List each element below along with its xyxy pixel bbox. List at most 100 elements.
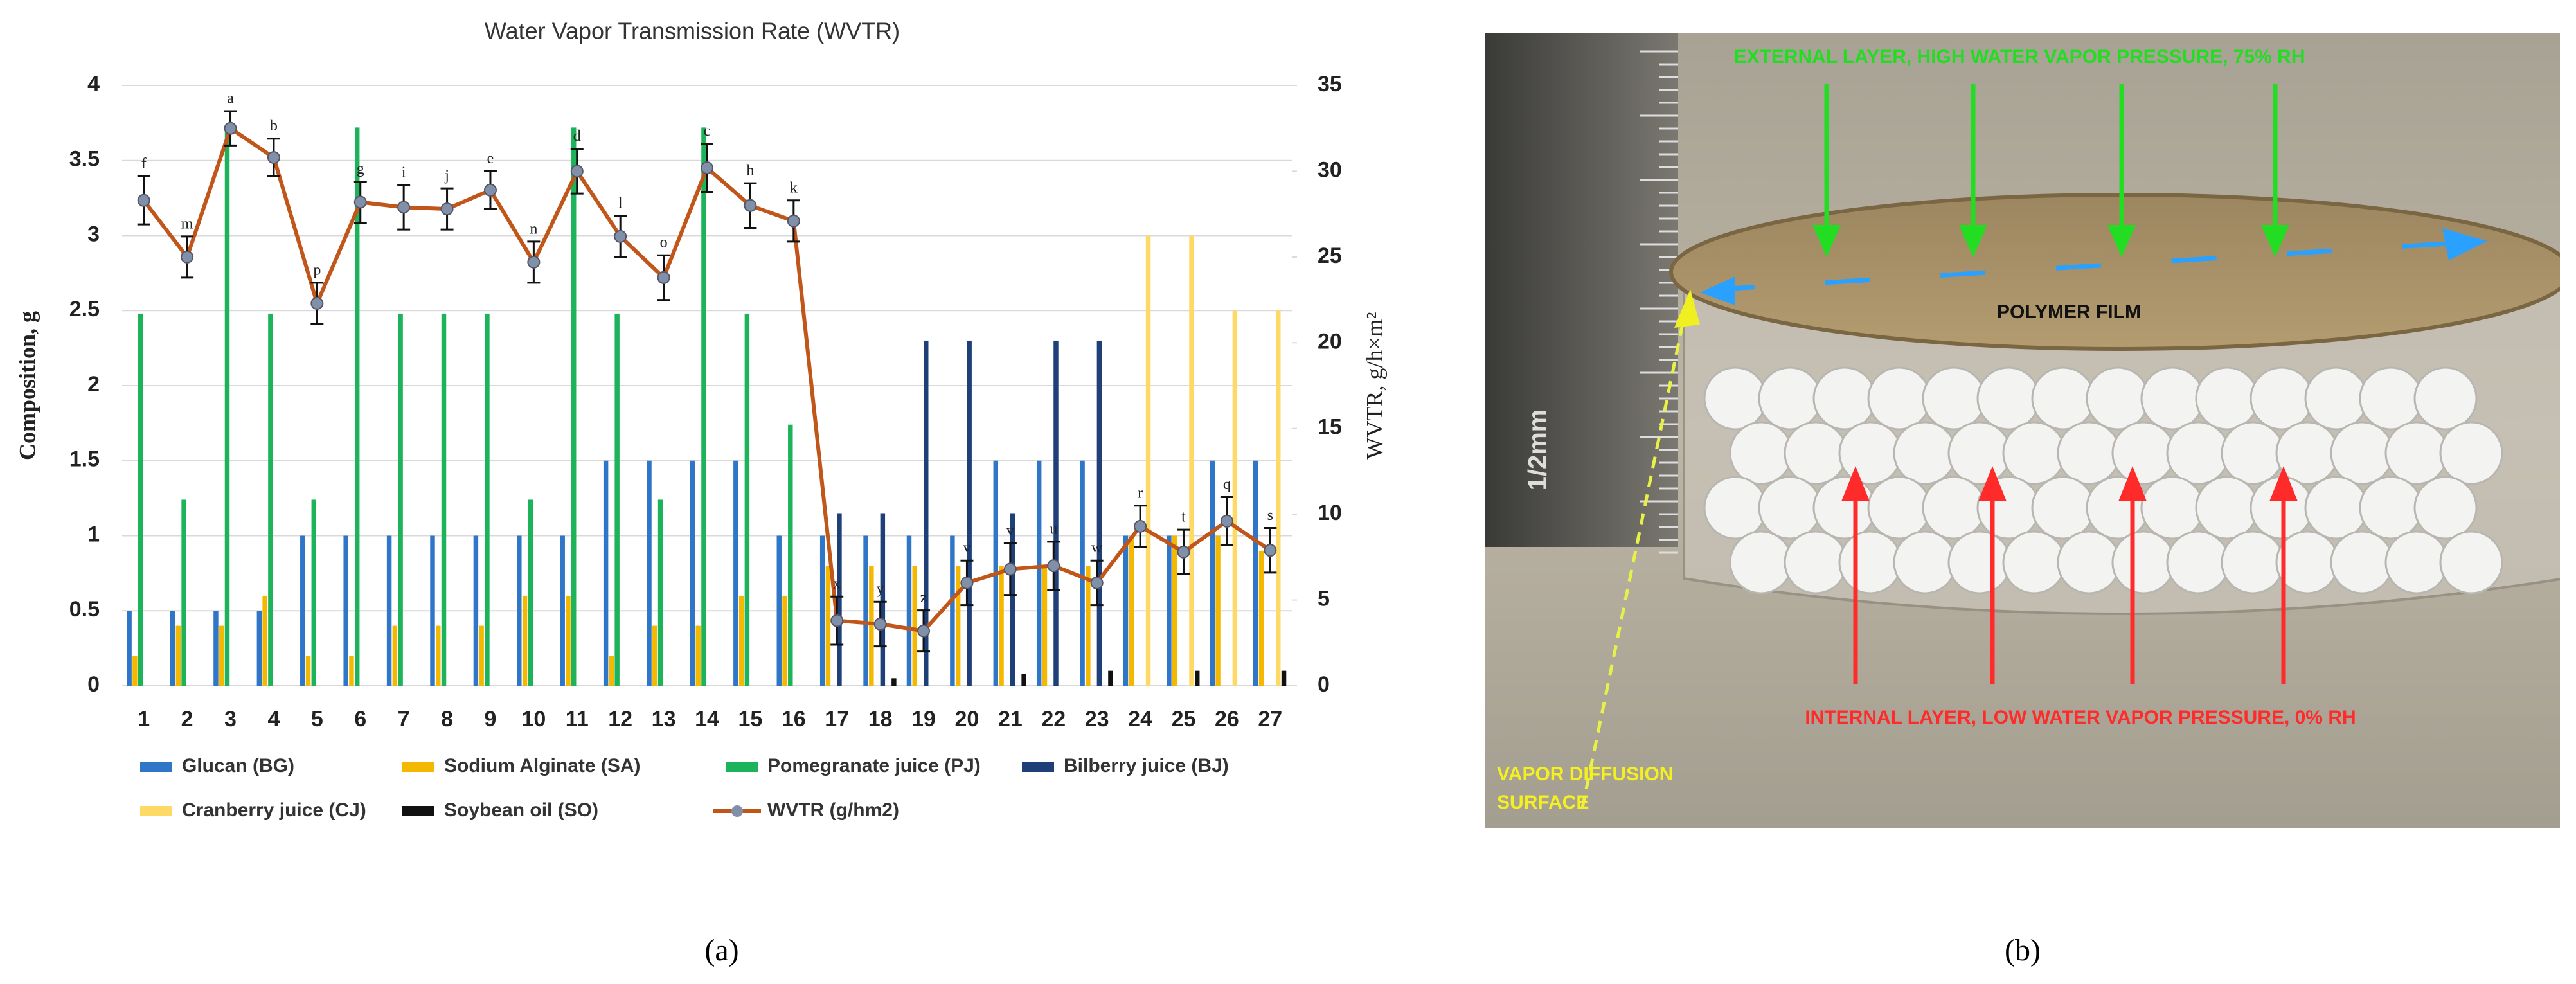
x-tick-label: 10 — [521, 707, 546, 731]
bead — [1976, 366, 2041, 431]
bar — [955, 566, 961, 686]
y2-tick-label: 10 — [1318, 501, 1342, 525]
point-label: c — [704, 123, 711, 139]
marker — [483, 183, 497, 197]
bar — [127, 611, 132, 686]
bar — [950, 535, 955, 686]
y2-tick-label: 35 — [1318, 72, 1342, 96]
bead — [1867, 476, 1931, 540]
legend-swatch — [731, 805, 743, 817]
x-tick-label: 24 — [1128, 707, 1152, 731]
bead — [1729, 530, 1793, 595]
bar — [441, 313, 447, 686]
bar — [485, 313, 490, 686]
point-label: i — [402, 164, 406, 181]
point-label: h — [746, 163, 754, 179]
bead — [1867, 366, 1931, 431]
bar — [1036, 460, 1042, 686]
y-axis-label: Composition, g — [14, 311, 40, 460]
bar — [430, 535, 435, 686]
bar — [912, 566, 917, 686]
bead — [2304, 476, 2368, 540]
bar — [560, 535, 565, 686]
bar — [609, 656, 614, 686]
point-label: b — [270, 118, 278, 134]
bar — [256, 611, 262, 686]
x-tick-label: 2 — [181, 707, 193, 731]
marker — [1134, 519, 1147, 533]
x-tick-label: 7 — [398, 707, 410, 731]
y-tick-label: 1 — [87, 522, 100, 546]
surface-label: VAPOR DIFFUSION — [1497, 764, 1673, 785]
bead — [2140, 366, 2205, 431]
x-tick-label: 6 — [354, 707, 366, 731]
arrow-head — [2269, 466, 2298, 501]
bead — [2384, 530, 2449, 595]
y-tick-label: 0.5 — [69, 597, 100, 622]
marker — [1177, 545, 1190, 559]
legend-label: Soybean oil (SO) — [444, 800, 598, 821]
bar — [924, 340, 929, 686]
marker — [137, 193, 150, 207]
bar — [891, 678, 897, 686]
bar — [392, 625, 398, 686]
bar — [571, 127, 577, 686]
diffusion-arrow — [1709, 240, 2469, 292]
bar — [744, 313, 750, 686]
marker — [267, 151, 280, 165]
point-label: t — [1181, 509, 1186, 526]
bar — [175, 625, 181, 686]
point-label: x — [833, 576, 841, 593]
point-label: a — [227, 91, 234, 107]
y-tick-label: 1.5 — [69, 447, 100, 472]
bead — [2330, 421, 2394, 485]
bar — [138, 313, 143, 686]
legend-label: WVTR (g/hm2) — [767, 800, 899, 821]
bar — [863, 535, 868, 686]
bead — [2057, 421, 2121, 485]
point-label: w — [1091, 540, 1103, 557]
bead — [1758, 476, 1822, 540]
y2-tick-label: 5 — [1318, 587, 1330, 611]
bar — [1253, 460, 1258, 686]
y-tick-label: 2.5 — [69, 297, 100, 321]
bead — [2359, 476, 2423, 540]
bar — [349, 656, 354, 686]
point-label: g — [357, 161, 364, 177]
point-label: f — [141, 156, 147, 172]
bead — [1838, 421, 1902, 485]
x-tick-label: 18 — [868, 707, 893, 731]
marker — [353, 195, 367, 209]
bead — [2221, 530, 2285, 595]
bead — [1784, 421, 1848, 485]
bead — [1893, 530, 1957, 595]
bead — [1784, 530, 1848, 595]
y-tick-label: 4 — [87, 72, 100, 96]
bar — [733, 460, 738, 686]
point-label: m — [181, 215, 193, 232]
y-tick-label: 3 — [87, 222, 100, 246]
y2-axis-label: WVTR, g/h×m² — [1361, 312, 1387, 459]
bar — [1189, 235, 1194, 686]
marker — [397, 201, 411, 214]
legend-swatch — [402, 806, 434, 816]
bar — [819, 535, 825, 686]
y2-tick-label: 30 — [1318, 157, 1342, 182]
x-tick-label: 27 — [1258, 707, 1282, 731]
legend-label: Pomegranate juice (PJ) — [767, 755, 981, 776]
x-tick-label: 16 — [782, 707, 806, 731]
film-label: POLYMER FILM — [1997, 301, 2141, 323]
bead — [1703, 366, 1767, 431]
point-label: v — [963, 540, 970, 557]
bar — [880, 513, 886, 686]
bar — [652, 625, 657, 686]
bead — [2002, 421, 2066, 485]
bar — [566, 595, 571, 686]
bar — [300, 535, 305, 686]
bar — [1145, 235, 1151, 686]
marker — [310, 296, 324, 310]
bead — [2111, 530, 2176, 595]
marker — [224, 121, 237, 135]
arrow-head — [1978, 466, 2007, 501]
